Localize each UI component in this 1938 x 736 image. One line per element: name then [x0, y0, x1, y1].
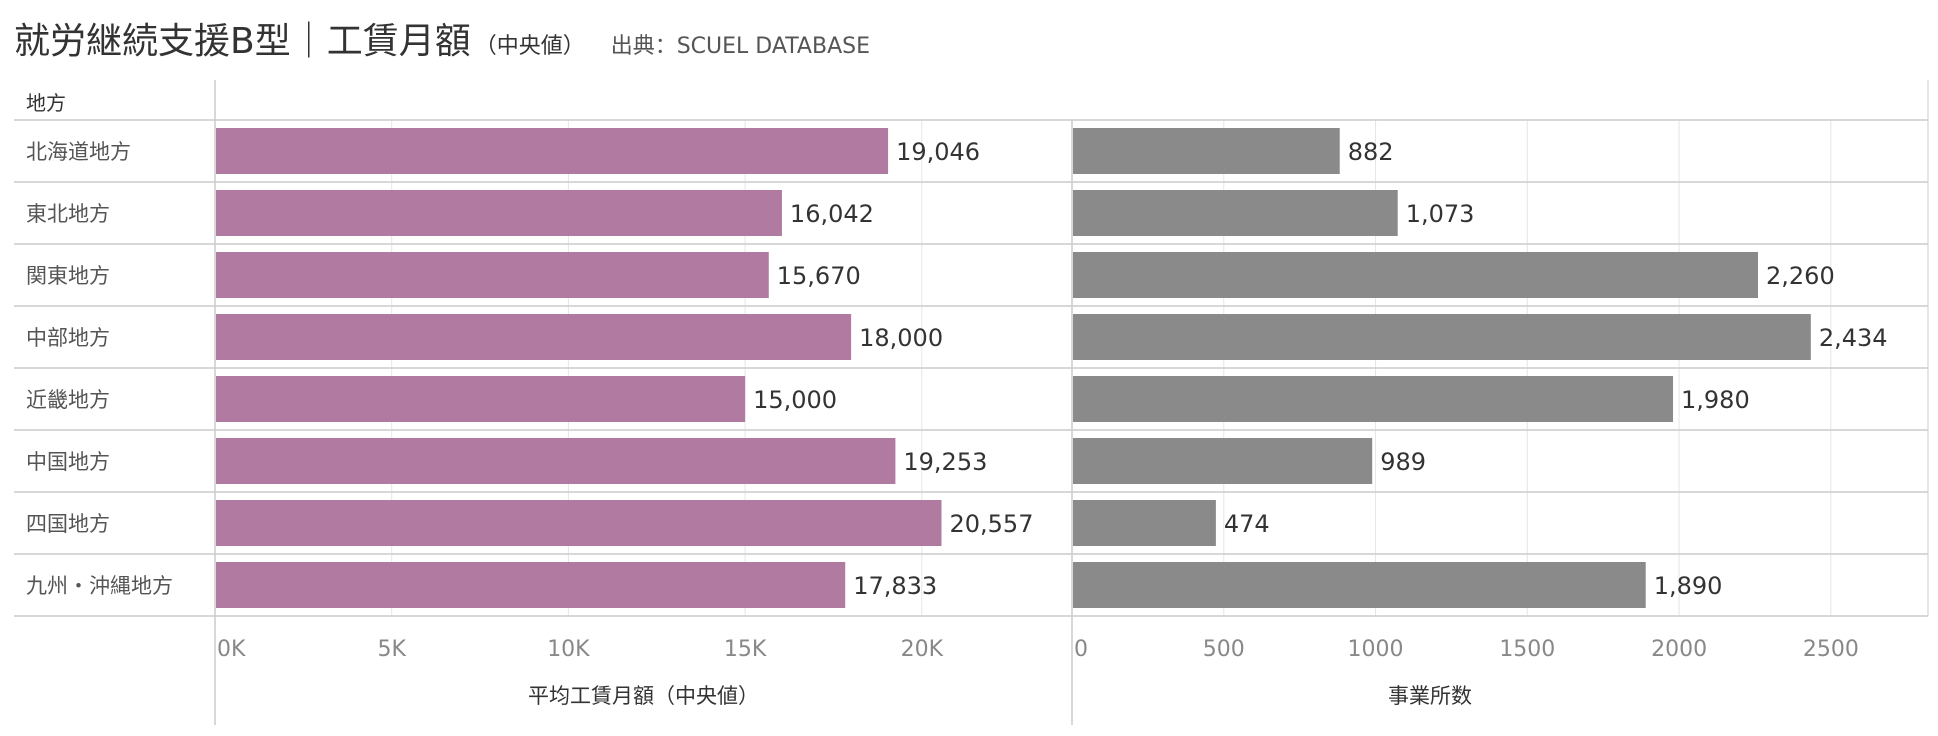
- source-note: 出典：SCUEL DATABASE: [610, 34, 870, 59]
- wage-tick-label: 5K: [377, 637, 406, 662]
- count-tick-label: 1500: [1499, 637, 1555, 662]
- row-label: 近畿地方: [26, 388, 110, 412]
- wage-axis-title: 平均工賃月額（中央値）: [528, 684, 759, 708]
- wage-value-label: 20,557: [949, 510, 1033, 538]
- count-value-label: 2,434: [1819, 324, 1888, 352]
- wage-value-label: 15,670: [777, 262, 861, 290]
- count-tick-label: 1000: [1348, 637, 1404, 662]
- count-bar: [1073, 252, 1759, 298]
- count-bar: [1073, 128, 1340, 174]
- row-label: 九州・沖縄地方: [26, 574, 173, 598]
- wage-tick-label: 0K: [217, 637, 246, 662]
- wage-tick-label: 15K: [724, 637, 767, 662]
- count-value-label: 1,890: [1654, 572, 1723, 600]
- wage-value-label: 18,000: [859, 324, 943, 352]
- count-value-label: 1,980: [1681, 386, 1750, 414]
- wage-value-label: 15,000: [753, 386, 837, 414]
- row-label: 四国地方: [26, 512, 110, 536]
- wage-tick-label: 20K: [901, 637, 944, 662]
- count-bar: [1073, 438, 1373, 484]
- count-bar: [1073, 314, 1811, 360]
- count-bar: [1073, 376, 1674, 422]
- wage-value-label: 19,253: [903, 448, 987, 476]
- wage-tick-label: 10K: [547, 637, 590, 662]
- title-main: 就労継続支援B型｜工賃月額: [14, 21, 471, 62]
- title-sub: （中央値）: [474, 34, 585, 59]
- count-value-label: 1,073: [1406, 200, 1475, 228]
- count-tick-label: 500: [1203, 637, 1245, 662]
- count-bars: 882 1,073 2,260 2,434 1,980 989 474 1,890: [1073, 128, 1888, 608]
- row-label: 関東地方: [26, 264, 110, 288]
- count-tick-label: 2500: [1803, 637, 1859, 662]
- chart-frame: [14, 80, 1929, 725]
- row-header: 地方: [26, 91, 66, 115]
- wage-bar: [216, 314, 852, 360]
- wage-bars: 19,046 16,042 15,670 18,000 15,000 19,253 20,5…: [216, 128, 1033, 608]
- wage-bar: [216, 190, 782, 236]
- wage-bar: [216, 562, 846, 608]
- count-bar: [1073, 190, 1398, 236]
- chart-title: 就労継続支援B型｜工賃月額 （中央値） 出典：SCUEL DATABASE: [14, 12, 870, 64]
- wage-bar: [216, 252, 769, 298]
- wage-value-label: 19,046: [896, 138, 980, 166]
- wage-bar: [216, 438, 896, 484]
- count-value-label: 989: [1380, 448, 1426, 476]
- row-label: 中部地方: [26, 326, 110, 350]
- count-bar: [1073, 562, 1646, 608]
- axes: 0K 5K 10K 15K 20K 平均工賃月額（中央値） 0 500 1000 1500 2000…: [217, 637, 1859, 708]
- row-label: 中国地方: [26, 450, 110, 474]
- count-value-label: 882: [1348, 138, 1394, 166]
- count-tick-label: 2000: [1651, 637, 1707, 662]
- wage-bar: [216, 376, 746, 422]
- count-value-label: 474: [1224, 510, 1270, 538]
- wage-value-label: 17,833: [853, 572, 937, 600]
- count-bar: [1073, 500, 1216, 546]
- row-label: 東北地方: [26, 202, 110, 226]
- count-axis-title: 事業所数: [1388, 684, 1472, 708]
- row-label: 北海道地方: [26, 140, 131, 164]
- count-value-label: 2,260: [1766, 262, 1835, 290]
- wage-value-label: 16,042: [790, 200, 874, 228]
- wage-bar: [216, 500, 942, 546]
- wage-bar: [216, 128, 889, 174]
- count-tick-label: 0: [1074, 637, 1088, 662]
